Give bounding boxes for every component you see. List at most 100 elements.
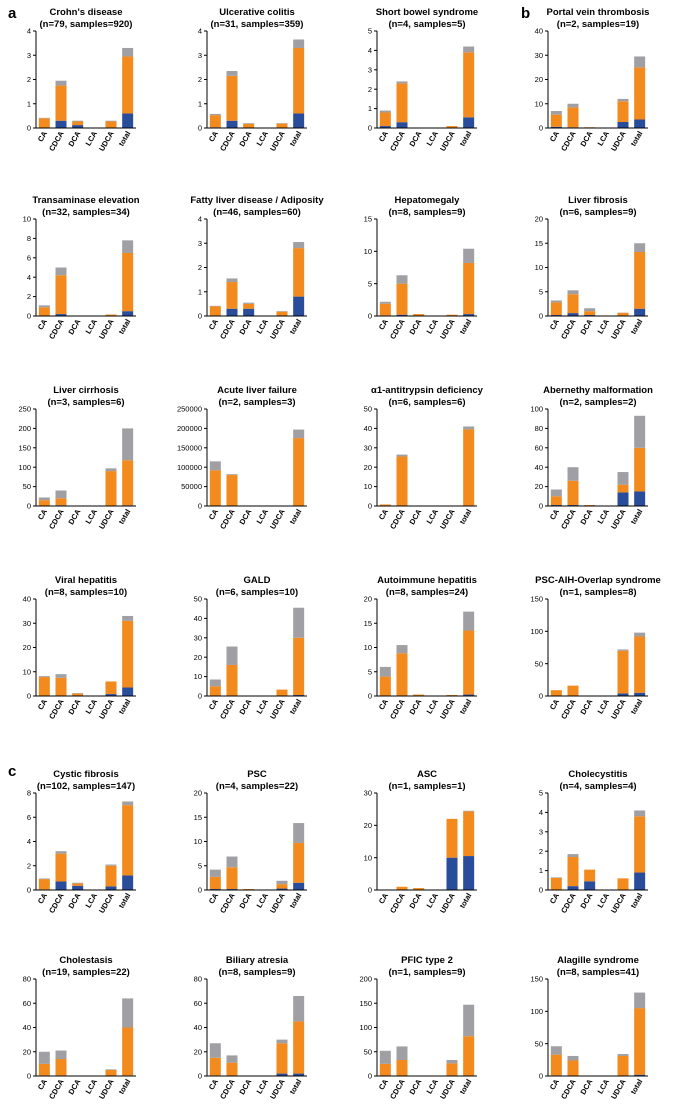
- y-tick-label: 15: [364, 619, 372, 628]
- y-tick-label: 4: [539, 808, 543, 817]
- bar-segment: [55, 85, 67, 121]
- x-tick-label: CDCA: [559, 1077, 578, 1101]
- bar-segment: [634, 447, 646, 492]
- y-tick-label: 4: [27, 27, 31, 36]
- y-tick-label: 150000: [177, 443, 202, 452]
- y-tick-label: 200: [18, 424, 31, 433]
- x-tick-label: total: [458, 318, 474, 336]
- bar-segment: [617, 1055, 629, 1076]
- bar-segment: [38, 879, 50, 890]
- bar-segment: [617, 649, 629, 651]
- x-tick-label: UDCA: [609, 129, 628, 153]
- bar-segment: [105, 314, 117, 316]
- bar-segment: [617, 101, 629, 122]
- y-tick-label: 1: [368, 104, 372, 113]
- bar-segment: [379, 301, 391, 304]
- bar-segment: [55, 267, 67, 276]
- bar-segment: [463, 694, 475, 696]
- x-tick-label: LCA: [596, 697, 612, 715]
- y-tick-label: 3: [198, 239, 202, 248]
- bar-segment: [617, 121, 629, 128]
- x-tick-label: CA: [36, 317, 50, 331]
- bar-segment: [105, 120, 117, 122]
- x-tick-label: total: [629, 318, 645, 336]
- bar-segment: [463, 810, 475, 812]
- bar-segment: [293, 242, 305, 249]
- bar-segment: [446, 314, 458, 316]
- y-tick-label: 10: [23, 667, 31, 676]
- bar-segment: [55, 674, 67, 678]
- bar-segment: [122, 615, 134, 621]
- y-tick-label: 0: [539, 124, 543, 133]
- bar-segment: [226, 120, 238, 128]
- y-tick-label: 20: [535, 482, 543, 491]
- x-tick-label: CDCA: [388, 507, 407, 531]
- bar-segment: [379, 112, 391, 127]
- bar-segment: [276, 1073, 288, 1076]
- bar-segment: [634, 810, 646, 817]
- y-tick-label: 0: [27, 312, 31, 321]
- bar-segment: [38, 497, 50, 501]
- bar-segment: [105, 681, 117, 695]
- bar-segment: [209, 470, 221, 506]
- bar-segment: [396, 454, 408, 457]
- bar-segment: [396, 275, 408, 284]
- bar-segment: [634, 816, 646, 873]
- bar-segment: [122, 998, 134, 1028]
- bar-segment: [617, 1054, 629, 1056]
- bar-segment: [105, 865, 117, 887]
- chart-subtitle: (n=19, samples=22): [42, 967, 130, 978]
- chart-panel: Acute liver failure(n=2, samples=3) 0 5000…: [177, 385, 307, 531]
- chart-panel: Ulcerative colitis(n=31, samples=359) 0 1 2…: [198, 7, 307, 153]
- bar-segment: [567, 294, 579, 314]
- y-tick-label: 2: [27, 75, 31, 84]
- chart-subtitle: (n=1, samples=1): [388, 781, 465, 792]
- y-tick-label: 20: [194, 789, 202, 798]
- chart-title: Ulcerative colitis: [219, 7, 295, 18]
- y-tick-label: 10: [364, 247, 372, 256]
- y-tick-label: 0: [368, 1072, 372, 1081]
- x-tick-label: UDCA: [97, 1077, 116, 1101]
- y-tick-label: 40: [364, 424, 372, 433]
- bar-segment: [463, 426, 475, 430]
- x-tick-label: UDCA: [268, 317, 287, 341]
- bar-segment: [446, 1059, 458, 1064]
- bar-segment: [634, 56, 646, 68]
- y-tick-label: 0: [368, 886, 372, 895]
- bar-segment: [122, 875, 134, 890]
- bar-segment: [72, 125, 84, 128]
- x-tick-label: CDCA: [218, 891, 237, 915]
- bar-segment: [617, 492, 629, 506]
- chart-panel: Transaminase elevation(n=32, samples=34)…: [23, 195, 140, 341]
- bar-segment: [209, 869, 221, 877]
- y-tick-label: 0: [368, 502, 372, 511]
- x-tick-label: CA: [548, 697, 562, 711]
- bar-segment: [38, 118, 50, 128]
- bar-segment: [550, 111, 562, 115]
- bar-segment: [105, 864, 117, 866]
- y-tick-label: 10: [364, 643, 372, 652]
- x-tick-label: LCA: [84, 507, 100, 525]
- bar-segment: [413, 888, 425, 890]
- y-tick-label: 3: [368, 65, 372, 74]
- x-tick-label: CDCA: [559, 507, 578, 531]
- y-tick-label: 250: [18, 405, 31, 414]
- chart-subtitle: (n=6, samples=10): [216, 587, 298, 598]
- x-tick-label: CDCA: [218, 317, 237, 341]
- y-tick-label: 0: [539, 886, 543, 895]
- bar-segment: [243, 308, 255, 316]
- y-tick-label: 40: [23, 1023, 31, 1032]
- y-tick-label: 40: [194, 614, 202, 623]
- y-tick-label: 3: [539, 827, 543, 836]
- bar-segment: [293, 248, 305, 297]
- chart-panel: Biliary atresia(n=8, samples=9) 0 20 40 60 80…: [194, 955, 307, 1101]
- x-tick-label: LCA: [84, 1077, 100, 1095]
- y-tick-label: 50: [535, 659, 543, 668]
- x-tick-label: DCA: [66, 317, 82, 336]
- y-tick-label: 20: [194, 653, 202, 662]
- y-tick-label: 0: [539, 1072, 543, 1081]
- bar-segment: [617, 693, 629, 696]
- bar-segment: [634, 636, 646, 693]
